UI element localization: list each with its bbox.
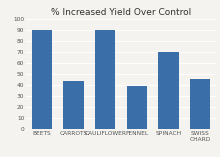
Bar — [190, 79, 210, 129]
Bar — [32, 30, 52, 129]
Bar — [95, 30, 116, 129]
Bar — [126, 86, 147, 129]
Bar — [158, 52, 179, 129]
Title: % Increased Yield Over Control: % Increased Yield Over Control — [51, 8, 191, 17]
Bar — [63, 81, 84, 129]
